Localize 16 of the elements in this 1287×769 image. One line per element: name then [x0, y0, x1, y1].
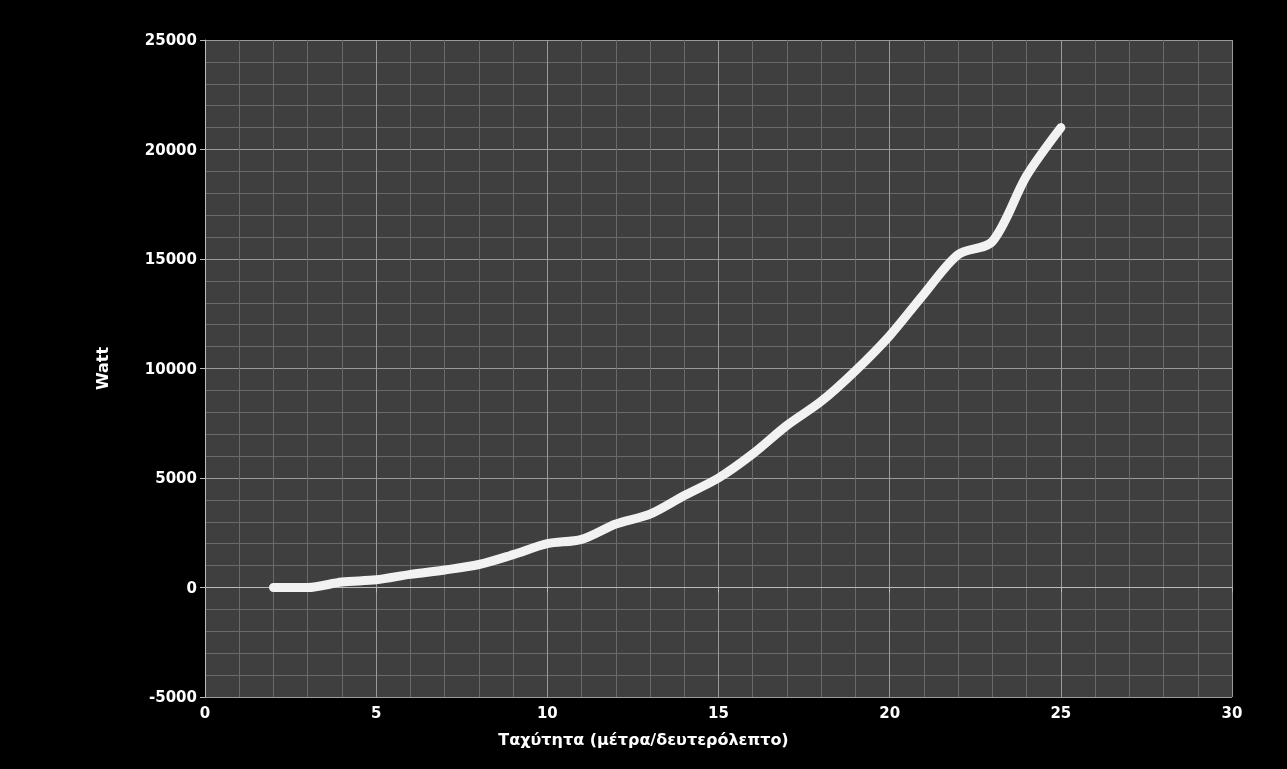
x-tick-label: 5 [370, 703, 382, 722]
x-tick-label: 25 [1050, 703, 1072, 722]
x-tick-label: 30 [1221, 703, 1243, 722]
y-tick-label: 25000 [144, 31, 197, 49]
x-axis-title: Ταχύτητα (μέτρα/δευτερόλεπτο) [498, 729, 789, 749]
y-tick-label: 10000 [144, 359, 197, 378]
y-tick-label: -5000 [149, 688, 197, 706]
y-tick-label: 0 [186, 578, 197, 597]
y-axis-title: Watt [92, 346, 112, 391]
y-tick-label: 15000 [144, 250, 197, 268]
x-tick-label: 20 [879, 703, 901, 722]
y-tick-label: 5000 [155, 469, 197, 487]
x-tick-label: 10 [536, 703, 558, 722]
x-tick-label: 0 [199, 703, 211, 722]
x-tick-label: 15 [708, 703, 729, 722]
y-tick-label: 20000 [144, 140, 197, 159]
